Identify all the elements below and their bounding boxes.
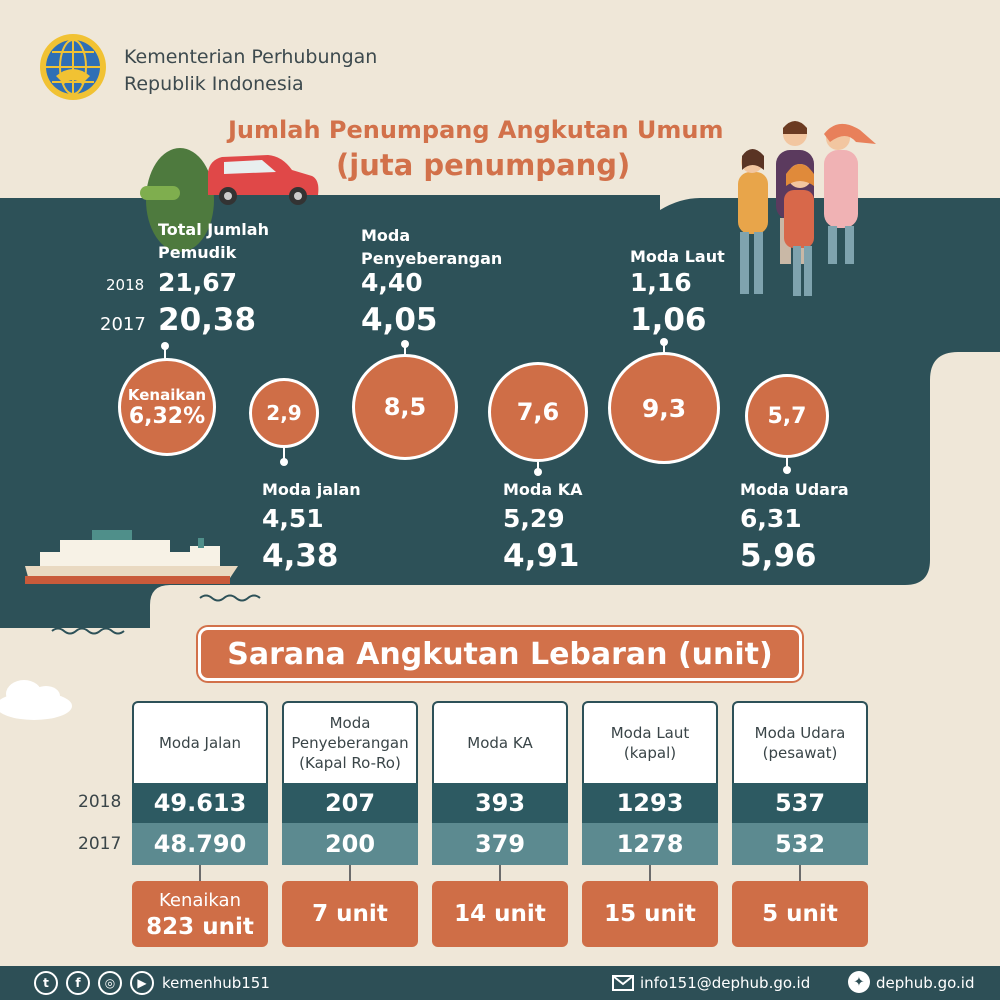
globe-icon: ✦ — [848, 971, 870, 993]
ka-label: Moda KA — [503, 480, 583, 499]
total-increase-circle: Kenaikan 6,32% — [118, 358, 216, 456]
udara-increase-circle: 5,7 — [745, 374, 829, 458]
hill — [146, 148, 214, 252]
cloud-illustration — [0, 680, 72, 720]
facebook-icon[interactable]: f — [66, 971, 90, 995]
jalan-2018-value: 4,51 — [262, 504, 324, 533]
cell-ka-2018: 393 — [432, 783, 568, 823]
organization-name: Kementerian Perhubungan Republik Indones… — [124, 44, 377, 98]
total-2018-value: 21,67 — [158, 268, 238, 297]
page-subtitle: (juta penumpang) — [336, 148, 631, 182]
penyeberangan-label: Moda Penyeberangan — [361, 226, 503, 268]
cell-laut-2017: 1278 — [582, 823, 718, 865]
col-head-ka: Moda KA — [432, 701, 568, 783]
col-head-laut: Moda Laut (kapal) — [582, 701, 718, 783]
sarana-section-title: Sarana Angkutan Lebaran (unit) — [198, 627, 802, 681]
col-head-penyeberangan: Moda Penyeberangan (Kapal Ro-Ro) — [282, 701, 418, 783]
cell-penyeberangan-2017: 200 — [282, 823, 418, 865]
udara-2017-value: 5,96 — [740, 538, 817, 574]
udara-label: Moda Udara — [740, 480, 849, 499]
total-label: Total Jumlah Pemudik — [158, 220, 269, 262]
total-2017-value: 20,38 — [158, 302, 257, 338]
laut-2017-value: 1,06 — [630, 302, 707, 338]
twitter-icon[interactable]: t — [34, 971, 58, 995]
inc-ka: 14 unit — [432, 881, 568, 947]
total-increase-value: 6,32% — [128, 403, 206, 429]
kemenhub-logo — [40, 34, 106, 100]
cell-laut-2018: 1293 — [582, 783, 718, 823]
cell-jalan-2017: 48.790 — [132, 823, 268, 865]
penyeberangan-increase-circle: 8,5 — [352, 354, 458, 460]
total-increase-label: Kenaikan — [127, 385, 207, 404]
jalan-increase-circle: 2,9 — [249, 378, 319, 448]
udara-2018-value: 6,31 — [740, 504, 802, 533]
col-head-jalan: Moda Jalan — [132, 701, 268, 783]
cell-udara-2018: 537 — [732, 783, 868, 823]
year-2017-label: 2017 — [100, 314, 146, 335]
instagram-icon[interactable]: ◎ — [98, 971, 122, 995]
inc-laut: 15 unit — [582, 881, 718, 947]
ka-increase-circle: 7,6 — [488, 362, 588, 462]
youtube-icon[interactable]: ▶ — [130, 971, 154, 995]
inc-penyeberangan-value: 7 unit — [312, 901, 388, 927]
website-link[interactable]: dephub.go.id — [876, 974, 975, 992]
inc-ka-value: 14 unit — [454, 901, 546, 927]
inc-penyeberangan: 7 unit — [282, 881, 418, 947]
cell-ka-2017: 379 — [432, 823, 568, 865]
jalan-2017-value: 4,38 — [262, 538, 339, 574]
social-handle[interactable]: kemenhub151 — [162, 974, 270, 992]
ka-2018-value: 5,29 — [503, 504, 565, 533]
page-title: Jumlah Penumpang Angkutan Umum — [228, 116, 724, 144]
org-line-1: Kementerian Perhubungan — [124, 46, 378, 68]
org-line-2: Republik Indonesia — [124, 73, 304, 95]
year-2018-label: 2018 — [106, 276, 145, 294]
people-illustration — [738, 121, 876, 296]
footer: t f ◎ ▶ kemenhub151 info151@dephub.go.id… — [0, 966, 1000, 1000]
penyeberangan-2018-value: 4,40 — [361, 268, 423, 297]
laut-2018-value: 1,16 — [630, 268, 692, 297]
inc-udara: 5 unit — [732, 881, 868, 947]
inc-jalan: Kenaikan 823 unit — [132, 881, 268, 947]
inc-jalan-label: Kenaikan — [159, 890, 241, 911]
inc-laut-value: 15 unit — [604, 901, 696, 927]
sarana-year-2017: 2017 — [78, 834, 122, 854]
mail-icon — [612, 975, 634, 991]
cell-penyeberangan-2018: 207 — [282, 783, 418, 823]
inc-jalan-value: 823 unit — [146, 914, 254, 940]
laut-increase-circle: 9,3 — [608, 352, 720, 464]
sarana-year-2018: 2018 — [78, 792, 122, 812]
cell-udara-2017: 532 — [732, 823, 868, 865]
cell-jalan-2018: 49.613 — [132, 783, 268, 823]
col-head-udara: Moda Udara (pesawat) — [732, 701, 868, 783]
email-link[interactable]: info151@dephub.go.id — [640, 974, 811, 992]
jalan-label: Moda jalan — [262, 480, 361, 499]
ship-illustration — [25, 530, 238, 584]
inc-udara-value: 5 unit — [762, 901, 838, 927]
car-icon — [208, 155, 319, 205]
ka-2017-value: 4,91 — [503, 538, 580, 574]
penyeberangan-2017-value: 4,05 — [361, 302, 438, 338]
laut-label: Moda Laut — [630, 247, 725, 266]
